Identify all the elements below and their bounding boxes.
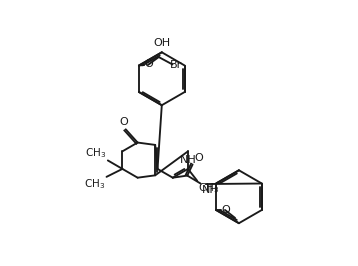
Text: O: O [144, 60, 153, 69]
Text: Br: Br [170, 60, 182, 70]
Text: OH: OH [153, 38, 170, 48]
Text: CH$_3$: CH$_3$ [198, 182, 219, 196]
Text: O: O [194, 153, 203, 163]
Text: O: O [222, 205, 230, 215]
Text: O: O [119, 118, 128, 127]
Text: CH$_3$: CH$_3$ [84, 177, 105, 191]
Text: NH: NH [180, 155, 196, 164]
Text: NH: NH [202, 185, 219, 195]
Text: CH$_3$: CH$_3$ [85, 146, 107, 160]
